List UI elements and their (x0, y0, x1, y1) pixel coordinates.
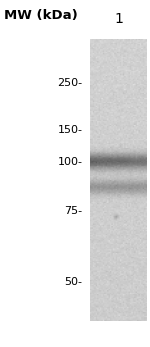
Text: MW (kDa): MW (kDa) (4, 9, 78, 22)
Text: 75-: 75- (64, 206, 82, 217)
Text: 100-: 100- (57, 157, 82, 167)
Text: 50-: 50- (64, 277, 82, 287)
Text: 150-: 150- (57, 125, 82, 135)
Text: 250-: 250- (57, 78, 83, 88)
Text: 1: 1 (114, 12, 123, 26)
